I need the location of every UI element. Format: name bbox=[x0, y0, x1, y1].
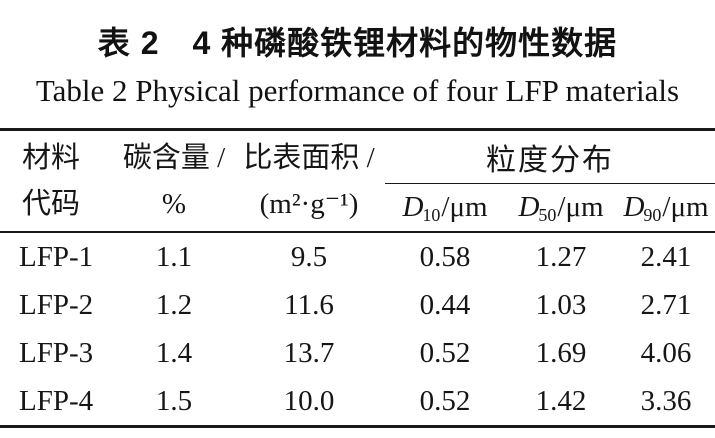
cell-ssa: 10.0 bbox=[283, 384, 335, 417]
d10-unit: /μm bbox=[441, 191, 488, 223]
cell-material-code: LFP-3 bbox=[19, 336, 94, 369]
d10-symbol: D bbox=[402, 191, 424, 223]
header-d10: D10/μm bbox=[385, 184, 505, 233]
table-row-lfp1: LFP-1 1.1 9.5 0.58 1.27 2.41 bbox=[0, 232, 715, 281]
cell-ssa: 11.6 bbox=[284, 288, 334, 321]
table-row-lfp4: LFP-4 1.5 10.0 0.52 1.42 3.36 bbox=[0, 377, 715, 427]
cell-d10: 0.44 bbox=[419, 288, 471, 321]
cell-material-code: LFP-1 bbox=[19, 240, 94, 273]
header-material-code: 材料 代码 bbox=[0, 130, 115, 233]
lfp-properties-table: 材料 代码 碳含量 / % 比表面积 / (m²·g⁻¹) 粒度分布 D10/μ… bbox=[0, 128, 715, 428]
cell-d90: 2.41 bbox=[640, 240, 692, 273]
table-row-lfp2: LFP-2 1.2 11.6 0.44 1.03 2.71 bbox=[0, 281, 715, 329]
table-title-zh: 表 2 4 种磷酸铁锂材料的物性数据 bbox=[97, 25, 618, 61]
header-row-1: 材料 代码 碳含量 / % 比表面积 / (m²·g⁻¹) 粒度分布 bbox=[0, 129, 715, 220]
header-surface-area: 比表面积 / (m²·g⁻¹) bbox=[233, 130, 385, 233]
d90-subscript: 90 bbox=[643, 205, 662, 225]
cell-d90: 4.06 bbox=[640, 336, 692, 369]
cell-carbon: 1.5 bbox=[155, 384, 193, 417]
cell-material-code: LFP-4 bbox=[19, 384, 94, 417]
header-carbon-content: 碳含量 / % bbox=[115, 130, 233, 233]
cell-d10: 0.58 bbox=[419, 240, 471, 273]
cell-d50: 1.27 bbox=[535, 240, 587, 273]
header-material-line1: 材料 bbox=[22, 142, 81, 174]
cell-ssa: 13.7 bbox=[283, 336, 335, 369]
d10-subscript: 10 bbox=[422, 205, 441, 225]
header-material-line2: 代码 bbox=[22, 188, 81, 220]
table-row-lfp3: LFP-3 1.4 13.7 0.52 1.69 4.06 bbox=[0, 329, 715, 377]
header-row-2: D10/μm D50/μm D90/μm bbox=[0, 184, 715, 233]
cell-ssa: 9.5 bbox=[290, 240, 328, 273]
table-header: 材料 代码 碳含量 / % 比表面积 / (m²·g⁻¹) 粒度分布 D10/μ… bbox=[0, 129, 715, 233]
cell-d90: 3.36 bbox=[640, 384, 692, 417]
header-particle-size-group: 粒度分布 bbox=[385, 129, 715, 184]
cell-carbon: 1.1 bbox=[155, 240, 193, 273]
header-carbon-line1: 碳含量 / bbox=[122, 142, 226, 174]
cell-carbon: 1.2 bbox=[155, 288, 193, 321]
cell-d10: 0.52 bbox=[419, 336, 471, 369]
cell-d10: 0.52 bbox=[419, 384, 471, 417]
d50-unit: /μm bbox=[557, 191, 604, 223]
d50-symbol: D bbox=[518, 191, 540, 223]
table-title-en: Table 2 Physical performance of four LFP… bbox=[35, 73, 680, 108]
header-ssa-line2: (m²·g⁻¹) bbox=[259, 188, 359, 220]
table-body: LFP-1 1.1 9.5 0.58 1.27 2.41 LFP-2 1.2 1… bbox=[0, 232, 715, 427]
header-carbon-line2: % bbox=[161, 188, 187, 220]
cell-d50: 1.03 bbox=[535, 288, 587, 321]
d50-subscript: 50 bbox=[538, 205, 557, 225]
cell-d90: 2.71 bbox=[640, 288, 692, 321]
cell-d50: 1.69 bbox=[535, 336, 587, 369]
header-d90: D90/μm bbox=[617, 184, 715, 233]
cell-carbon: 1.4 bbox=[155, 336, 193, 369]
cell-material-code: LFP-2 bbox=[19, 288, 94, 321]
d90-unit: /μm bbox=[662, 191, 709, 223]
cell-d50: 1.42 bbox=[535, 384, 587, 417]
d90-symbol: D bbox=[623, 191, 645, 223]
header-d50: D50/μm bbox=[505, 184, 617, 233]
header-ssa-line1: 比表面积 / bbox=[243, 142, 375, 174]
